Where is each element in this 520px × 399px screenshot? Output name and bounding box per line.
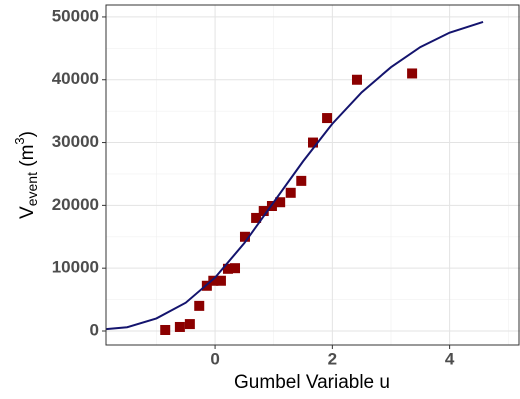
x-tick-label: 0	[210, 349, 219, 368]
data-point	[308, 137, 318, 148]
data-point	[160, 324, 171, 335]
data-point	[251, 212, 262, 223]
data-point	[194, 300, 205, 311]
data-point	[296, 175, 307, 186]
fit-line	[105, 21, 484, 331]
data-point	[184, 319, 195, 330]
data-point	[230, 263, 241, 274]
x-axis-title: Gumbel Variable u	[234, 372, 390, 393]
data-point	[285, 187, 296, 198]
y-tick-label: 20000	[52, 195, 99, 214]
x-tick-label: 2	[328, 349, 337, 368]
x-tick-label: 4	[445, 349, 455, 368]
data-point	[239, 231, 250, 242]
data-point	[322, 113, 333, 124]
data-point	[222, 263, 233, 274]
data-point	[258, 206, 269, 217]
data-point	[407, 68, 418, 79]
data-point	[215, 275, 226, 286]
y-tick-label: 40000	[52, 69, 99, 88]
panel-border	[105, 4, 520, 346]
y-title-main: V	[17, 206, 38, 219]
y-title-sup: 3	[12, 137, 27, 144]
y-tick-label: 10000	[52, 258, 99, 277]
data-point	[208, 275, 219, 286]
data-point	[351, 74, 362, 85]
y-tick-label: 0	[90, 320, 99, 339]
plot-panel	[106, 5, 520, 345]
y-axis-title: Vevent (m3)	[12, 131, 39, 219]
y-title-open: (m	[17, 145, 38, 172]
y-tick-label: 30000	[52, 132, 99, 151]
data-point	[275, 197, 286, 208]
data-point	[174, 321, 185, 332]
y-title-sub: event	[24, 172, 40, 206]
y-title-close: )	[17, 131, 38, 137]
y-tick-label: 50000	[52, 6, 99, 25]
